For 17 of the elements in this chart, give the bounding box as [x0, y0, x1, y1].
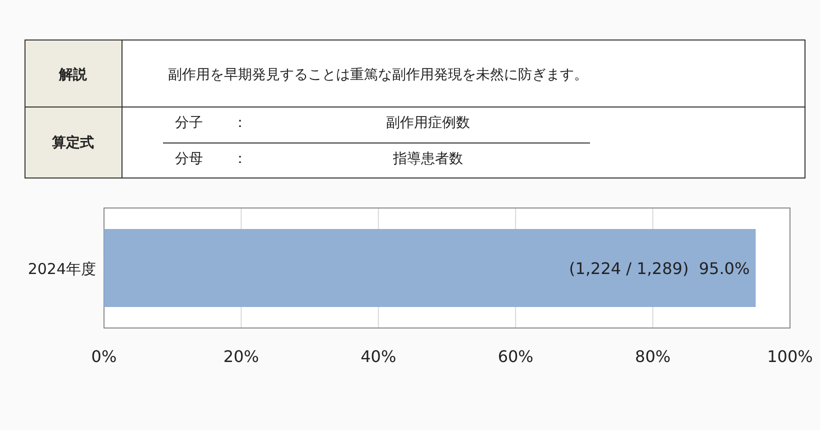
x-tick-label: 100%	[767, 347, 813, 366]
y-tick-label: 2024年度	[28, 260, 96, 278]
x-tick-label: 60%	[498, 347, 534, 366]
text: 分母	[175, 151, 203, 167]
text: 副作用を早期発見することは重篤な副作用発現を未然に防ぎます。	[168, 67, 588, 83]
data-label: (1,224 / 1,289) 95.0%	[569, 259, 750, 278]
text: 副作用症例数	[386, 115, 470, 131]
text: 算定式	[51, 134, 94, 151]
x-tick-label: 40%	[360, 347, 396, 366]
x-tick-label: 0%	[91, 347, 117, 366]
x-tick-label: 80%	[635, 347, 671, 366]
text: ：	[233, 151, 247, 167]
text: 解説	[58, 66, 88, 83]
text: 分子	[175, 115, 203, 131]
text: 指導患者数	[392, 151, 463, 167]
text: ：	[233, 115, 247, 131]
x-tick-label: 20%	[223, 347, 259, 366]
